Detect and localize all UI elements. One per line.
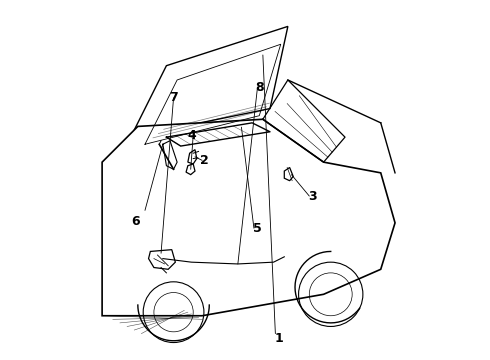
Text: 1: 1	[274, 333, 283, 346]
Polygon shape	[188, 150, 197, 164]
Polygon shape	[131, 26, 288, 137]
Text: 6: 6	[132, 215, 140, 228]
Text: 3: 3	[309, 190, 317, 203]
Text: 5: 5	[253, 222, 262, 235]
Polygon shape	[186, 164, 195, 175]
Polygon shape	[148, 249, 175, 269]
Text: 7: 7	[169, 91, 178, 104]
Polygon shape	[284, 167, 293, 181]
Text: 4: 4	[187, 129, 196, 142]
Text: 8: 8	[255, 81, 264, 94]
Text: 2: 2	[199, 154, 208, 167]
Polygon shape	[102, 119, 395, 316]
